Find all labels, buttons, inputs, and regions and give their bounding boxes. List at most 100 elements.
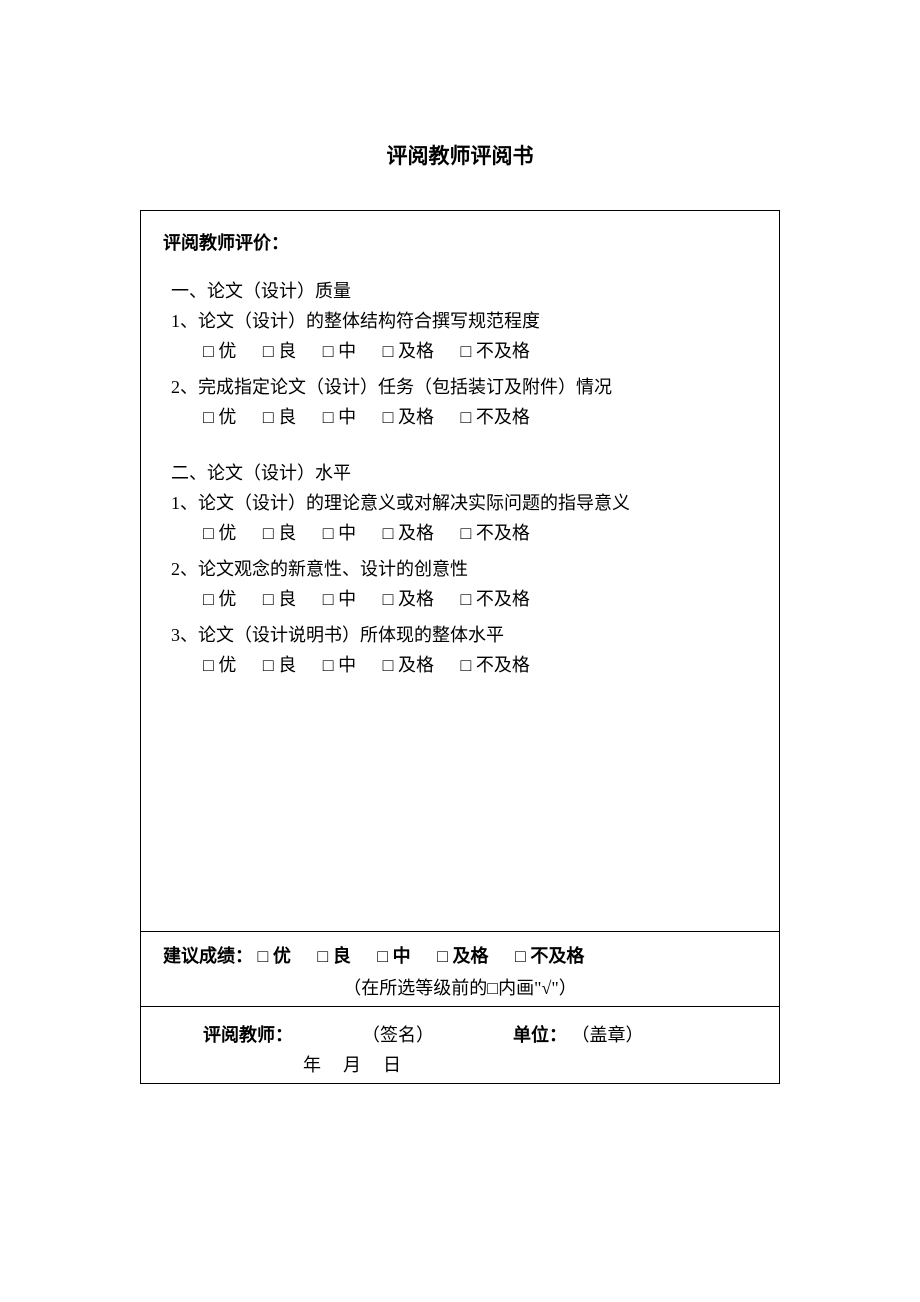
grade-opt-fail[interactable]: □ 不及格 (515, 942, 584, 968)
opt-pass[interactable]: □ 及格 (383, 403, 434, 429)
opt-label: 不及格 (476, 341, 530, 361)
checkbox-icon: □ (377, 946, 388, 967)
opt-pass[interactable]: □ 及格 (383, 585, 434, 611)
opt-medium[interactable]: □ 中 (323, 519, 356, 545)
checkbox-icon: □ (383, 523, 394, 544)
opt-label: 优 (218, 407, 236, 427)
evaluation-section: 评阅教师评价： 一、论文（设计）质量 1、论文（设计）的整体结构符合撰写规范程度… (141, 211, 779, 931)
opt-label: 良 (278, 655, 296, 675)
checkbox-icon: □ (383, 407, 394, 428)
opt-label: 不及格 (476, 589, 530, 609)
opt-label: 良 (278, 589, 296, 609)
section1-item2-options: □ 优 □ 良 □ 中 □ 及格 □ 不及格 (203, 403, 757, 429)
opt-pass[interactable]: □ 及格 (383, 651, 434, 677)
opt-label: 不及格 (476, 655, 530, 675)
opt-label: 优 (218, 341, 236, 361)
checkbox-icon: □ (203, 407, 214, 428)
section2-item2: 2、论文观念的新意性、设计的创意性 (171, 555, 757, 581)
opt-good[interactable]: □ 良 (263, 651, 296, 677)
opt-fail[interactable]: □ 不及格 (461, 337, 530, 363)
opt-label: 中 (338, 407, 356, 427)
sign-row: 评阅教师： （签名） 单位： （盖章） (203, 1021, 757, 1047)
opt-good[interactable]: □ 良 (263, 585, 296, 611)
opt-label: 中 (338, 589, 356, 609)
opt-label: 良 (278, 523, 296, 543)
opt-label: 优 (218, 589, 236, 609)
section2-item2-options: □ 优 □ 良 □ 中 □ 及格 □ 不及格 (203, 585, 757, 611)
opt-label: 中 (393, 946, 411, 966)
opt-pass[interactable]: □ 及格 (383, 337, 434, 363)
opt-medium[interactable]: □ 中 (323, 337, 356, 363)
opt-label: 良 (278, 341, 296, 361)
section1-heading: 一、论文（设计）质量 (171, 277, 757, 303)
opt-good[interactable]: □ 良 (263, 519, 296, 545)
opt-fail[interactable]: □ 不及格 (461, 651, 530, 677)
opt-good[interactable]: □ 良 (263, 337, 296, 363)
opt-medium[interactable]: □ 中 (323, 403, 356, 429)
grade-opt-good[interactable]: □ 良 (317, 942, 350, 968)
checkbox-icon: □ (203, 589, 214, 610)
checkbox-icon: □ (461, 523, 472, 544)
opt-label: 不及格 (476, 407, 530, 427)
checkbox-icon: □ (203, 523, 214, 544)
checkbox-icon: □ (461, 407, 472, 428)
checkbox-icon: □ (383, 589, 394, 610)
checkbox-icon: □ (461, 341, 472, 362)
spacer (163, 439, 757, 453)
opt-label: 良 (333, 946, 351, 966)
checkbox-icon: □ (323, 589, 334, 610)
checkbox-icon: □ (203, 655, 214, 676)
opt-label: 中 (338, 523, 356, 543)
opt-label: 中 (338, 341, 356, 361)
opt-label: 不及格 (476, 523, 530, 543)
checkbox-icon: □ (263, 655, 274, 676)
checkbox-icon: □ (317, 946, 328, 967)
opt-label: 及格 (398, 341, 434, 361)
checkbox-icon: □ (515, 946, 526, 967)
checkbox-icon: □ (323, 523, 334, 544)
eval-header: 评阅教师评价： (163, 229, 757, 255)
opt-label: 及格 (398, 523, 434, 543)
grade-row: 建议成绩： □ 优 □ 良 □ 中 □ 及格 □ 不及格 (163, 942, 757, 968)
checkbox-icon: □ (263, 341, 274, 362)
section1-item2: 2、完成指定论文（设计）任务（包括装订及附件）情况 (171, 373, 757, 399)
checkbox-icon: □ (437, 946, 448, 967)
grade-opt-excellent[interactable]: □ 优 (258, 942, 291, 968)
opt-fail[interactable]: □ 不及格 (461, 403, 530, 429)
opt-excellent[interactable]: □ 优 (203, 519, 236, 545)
opt-label: 不及格 (530, 946, 584, 966)
opt-label: 及格 (398, 589, 434, 609)
opt-excellent[interactable]: □ 优 (203, 403, 236, 429)
opt-good[interactable]: □ 良 (263, 403, 296, 429)
reviewer-label: 评阅教师： (203, 1025, 293, 1045)
section2-item3-options: □ 优 □ 良 □ 中 □ 及格 □ 不及格 (203, 651, 757, 677)
checkbox-icon: □ (263, 407, 274, 428)
grade-opt-pass[interactable]: □ 及格 (437, 942, 488, 968)
opt-label: 及格 (398, 655, 434, 675)
opt-medium[interactable]: □ 中 (323, 651, 356, 677)
opt-label: 中 (338, 655, 356, 675)
opt-excellent[interactable]: □ 优 (203, 585, 236, 611)
opt-fail[interactable]: □ 不及格 (461, 585, 530, 611)
opt-label: 优 (218, 523, 236, 543)
grade-section: 建议成绩： □ 优 □ 良 □ 中 □ 及格 □ 不及格 （在所选等级前的□内画… (141, 931, 779, 1006)
checkbox-icon: □ (323, 407, 334, 428)
checkbox-icon: □ (323, 655, 334, 676)
grade-label: 建议成绩： (163, 946, 253, 966)
signature-section: 评阅教师： （签名） 单位： （盖章） 年 月 日 (141, 1006, 779, 1083)
opt-label: 及格 (453, 946, 489, 966)
date-row: 年 月 日 (303, 1051, 757, 1077)
section2-item3: 3、论文（设计说明书）所体现的整体水平 (171, 621, 757, 647)
opt-pass[interactable]: □ 及格 (383, 519, 434, 545)
grade-opt-medium[interactable]: □ 中 (377, 942, 410, 968)
form-box: 评阅教师评价： 一、论文（设计）质量 1、论文（设计）的整体结构符合撰写规范程度… (140, 210, 780, 1084)
opt-medium[interactable]: □ 中 (323, 585, 356, 611)
unit-label: 单位： (513, 1025, 567, 1045)
section1-item1: 1、论文（设计）的整体结构符合撰写规范程度 (171, 307, 757, 333)
opt-excellent[interactable]: □ 优 (203, 651, 236, 677)
opt-fail[interactable]: □ 不及格 (461, 519, 530, 545)
section2-heading: 二、论文（设计）水平 (171, 459, 757, 485)
unit-hint: （盖章） (572, 1025, 644, 1045)
opt-excellent[interactable]: □ 优 (203, 337, 236, 363)
opt-label: 及格 (398, 407, 434, 427)
